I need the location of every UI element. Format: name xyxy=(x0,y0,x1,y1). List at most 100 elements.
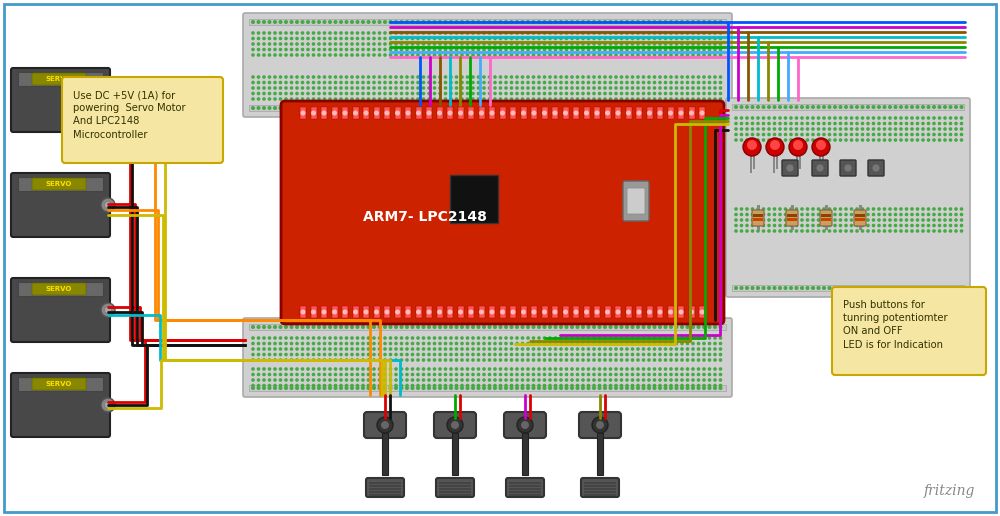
Circle shape xyxy=(263,49,265,51)
Circle shape xyxy=(883,224,886,227)
Circle shape xyxy=(510,379,513,381)
Circle shape xyxy=(708,76,711,78)
Circle shape xyxy=(675,368,678,370)
Circle shape xyxy=(384,353,386,356)
Circle shape xyxy=(521,359,524,361)
Circle shape xyxy=(439,353,441,356)
Circle shape xyxy=(532,37,535,40)
Circle shape xyxy=(252,379,254,381)
Circle shape xyxy=(318,21,320,23)
Circle shape xyxy=(395,374,397,376)
Circle shape xyxy=(670,343,672,345)
Circle shape xyxy=(697,92,700,94)
Circle shape xyxy=(428,359,430,361)
Circle shape xyxy=(345,54,348,56)
Circle shape xyxy=(615,107,617,109)
Circle shape xyxy=(806,106,809,108)
Circle shape xyxy=(664,32,667,34)
Circle shape xyxy=(845,139,847,141)
Circle shape xyxy=(450,49,452,51)
Circle shape xyxy=(307,374,309,376)
Circle shape xyxy=(422,54,425,56)
Circle shape xyxy=(461,326,463,328)
Circle shape xyxy=(477,32,480,34)
Circle shape xyxy=(472,54,474,56)
Circle shape xyxy=(389,343,392,345)
Circle shape xyxy=(466,379,469,381)
Circle shape xyxy=(323,43,326,45)
Circle shape xyxy=(593,374,595,376)
Circle shape xyxy=(922,230,924,232)
Bar xyxy=(489,306,495,318)
Circle shape xyxy=(395,37,397,40)
Circle shape xyxy=(609,326,612,328)
Circle shape xyxy=(576,379,579,381)
Circle shape xyxy=(867,139,869,141)
Circle shape xyxy=(323,76,326,78)
Circle shape xyxy=(637,368,639,370)
Circle shape xyxy=(560,49,562,51)
Circle shape xyxy=(692,107,694,109)
Circle shape xyxy=(692,348,694,350)
Circle shape xyxy=(472,359,474,361)
Circle shape xyxy=(516,49,518,51)
Circle shape xyxy=(675,359,678,361)
Circle shape xyxy=(411,359,414,361)
Circle shape xyxy=(549,92,551,94)
Circle shape xyxy=(439,87,441,89)
Circle shape xyxy=(312,379,315,381)
Circle shape xyxy=(488,76,491,78)
Circle shape xyxy=(609,337,612,339)
Circle shape xyxy=(323,359,326,361)
Circle shape xyxy=(801,224,803,227)
Circle shape xyxy=(620,49,623,51)
Circle shape xyxy=(268,76,271,78)
Circle shape xyxy=(477,76,480,78)
FancyBboxPatch shape xyxy=(579,412,621,438)
Circle shape xyxy=(477,87,480,89)
Circle shape xyxy=(812,139,814,141)
Circle shape xyxy=(406,310,410,314)
Circle shape xyxy=(768,208,770,210)
Circle shape xyxy=(422,92,425,94)
Circle shape xyxy=(955,128,957,130)
Bar xyxy=(688,107,694,119)
Circle shape xyxy=(686,21,689,23)
Circle shape xyxy=(450,379,452,381)
Circle shape xyxy=(356,107,359,109)
Circle shape xyxy=(659,37,661,40)
Circle shape xyxy=(938,214,941,216)
Circle shape xyxy=(587,337,590,339)
Circle shape xyxy=(439,384,441,386)
Circle shape xyxy=(784,230,787,232)
Circle shape xyxy=(318,87,320,89)
Circle shape xyxy=(527,384,529,386)
Circle shape xyxy=(664,37,667,40)
Circle shape xyxy=(872,287,875,289)
Circle shape xyxy=(411,98,414,100)
Circle shape xyxy=(263,348,265,350)
Circle shape xyxy=(806,287,809,289)
Circle shape xyxy=(274,37,276,40)
Circle shape xyxy=(296,76,298,78)
Bar xyxy=(646,306,652,318)
Circle shape xyxy=(670,37,672,40)
Circle shape xyxy=(367,368,370,370)
Circle shape xyxy=(279,32,282,34)
Circle shape xyxy=(664,87,667,89)
Bar xyxy=(369,485,401,487)
Circle shape xyxy=(104,202,112,208)
Circle shape xyxy=(675,76,678,78)
Bar xyxy=(382,433,388,475)
Circle shape xyxy=(812,138,830,156)
Bar xyxy=(732,285,964,291)
Circle shape xyxy=(861,134,864,136)
Circle shape xyxy=(659,384,661,386)
Circle shape xyxy=(477,98,480,100)
Circle shape xyxy=(510,353,513,356)
Circle shape xyxy=(593,326,595,328)
Circle shape xyxy=(532,374,535,376)
Circle shape xyxy=(604,326,606,328)
Circle shape xyxy=(933,122,935,124)
Circle shape xyxy=(549,21,551,23)
